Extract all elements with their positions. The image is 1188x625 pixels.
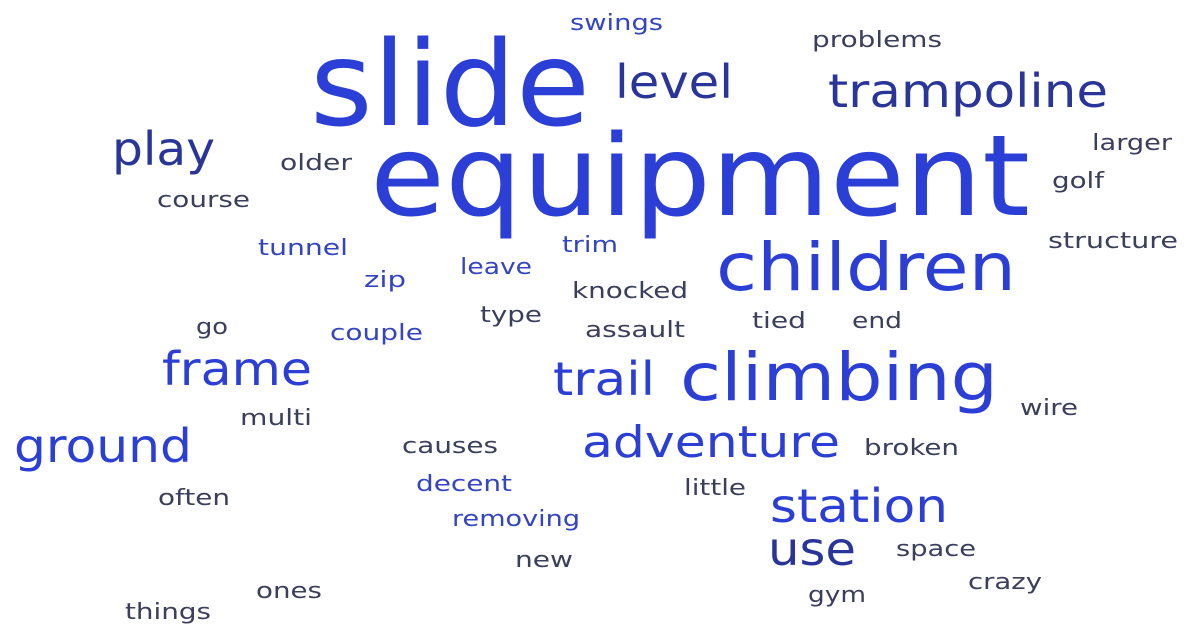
word: golf [1052,169,1106,194]
word: couple [330,321,423,346]
word: older [280,151,353,176]
word: broken [864,436,959,461]
word: often [158,486,230,511]
word: causes [402,434,498,459]
word: use [768,522,856,576]
word: multi [240,406,312,431]
word: new [515,548,573,573]
word: climbing [680,339,998,416]
word: tunnel [258,236,348,261]
word: crazy [968,570,1042,595]
word: gym [808,583,866,608]
word: children [716,229,1016,306]
word: adventure [582,417,840,468]
word: zip [364,268,406,293]
word: assault [585,318,685,343]
word: station [770,479,948,533]
word: leave [460,255,532,280]
word: wire [1020,396,1078,421]
word: level [615,55,733,109]
word: trim [562,233,618,258]
word: trail [553,352,655,406]
word: type [480,303,542,328]
word: larger [1092,131,1173,156]
word: trampoline [828,64,1108,118]
word: course [157,188,250,213]
word: knocked [572,279,688,304]
word: little [684,476,746,501]
word: problems [812,28,942,53]
word: things [125,600,211,625]
word: ones [256,579,322,604]
word: removing [452,507,580,532]
word: swings [570,11,663,36]
word: frame [162,342,312,396]
word: tied [752,309,806,334]
word: go [196,315,228,340]
word: play [112,122,215,176]
word: equipment [370,112,1030,242]
word: slide [310,15,590,153]
word: decent [416,472,512,497]
word: end [852,309,902,334]
word: space [896,537,976,562]
word: ground [14,419,192,473]
word: structure [1048,229,1178,254]
